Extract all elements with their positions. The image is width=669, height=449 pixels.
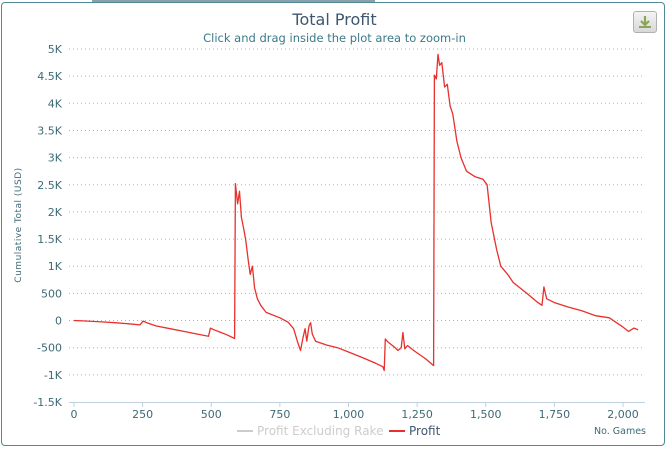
x-tick-label: 750 [269, 408, 290, 421]
x-tick-label: 2,000 [607, 408, 639, 421]
legend-item-profit-excluding-rake[interactable]: Profit Excluding Rake [257, 424, 383, 438]
download-icon [639, 16, 651, 28]
chart-subtitle: Click and drag inside the plot area to z… [203, 31, 466, 45]
legend-item-profit[interactable]: Profit [409, 424, 441, 438]
y-tick-label: -1K [44, 369, 63, 382]
profit-series-line [73, 53, 639, 372]
x-tick-label: 0 [71, 408, 78, 421]
y-tick-label: 2K [48, 206, 63, 219]
x-tick-label: 250 [132, 408, 153, 421]
y-tick-label: -1.5K [33, 396, 62, 409]
x-tick-label: 500 [201, 408, 222, 421]
chart-title: Total Profit [292, 10, 377, 29]
y-tick-label: 5K [48, 43, 63, 56]
y-tick-label: 4.5K [37, 70, 62, 83]
y-tick-label: 2.5K [37, 179, 62, 192]
x-tick-label: 1,250 [401, 408, 433, 421]
y-tick-label: 0 [55, 315, 62, 328]
x-tick-label: 1,500 [470, 408, 502, 421]
x-tick-label: 1,000 [333, 408, 365, 421]
y-tick-label: 3.5K [37, 124, 62, 137]
y-tick-label: 1K [48, 260, 63, 273]
y-tick-label: 3K [48, 152, 63, 165]
y-tick-label: 1.5K [37, 233, 62, 246]
top-tab-bar [92, 0, 375, 2]
y-tick-label: 4K [48, 97, 63, 110]
y-axis-title: Cumulative Total (USD) [14, 167, 24, 282]
y-tick-label: 500 [41, 287, 62, 300]
y-tick-label: -500 [37, 342, 62, 355]
x-axis-title: No. Games [594, 426, 646, 437]
x-tick-label: 1,750 [539, 408, 571, 421]
download-button[interactable] [633, 11, 657, 33]
